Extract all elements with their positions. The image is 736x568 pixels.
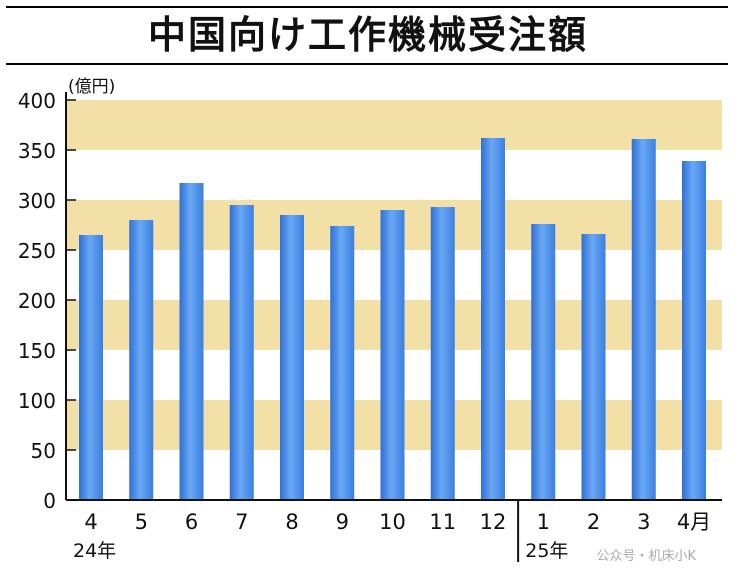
- x-tick-label-5: 9: [336, 510, 349, 534]
- y-tick-label-400: 400: [18, 89, 56, 113]
- x-tick-label-6: 10: [379, 510, 406, 534]
- x-tick-label-4: 8: [285, 510, 298, 534]
- y-tick-label-150: 150: [18, 339, 56, 363]
- bar-8: [481, 138, 505, 500]
- title-rule-top: [6, 6, 728, 8]
- x-tick-label-12: 4月: [677, 510, 711, 534]
- x-tick-labels: 4 5 6 7 8 9 10 11 12 1 2 3 4月: [84, 510, 711, 534]
- x-tick-label-11: 3: [637, 510, 650, 534]
- x-tick-label-2: 6: [185, 510, 198, 534]
- x-tick-label-8: 12: [480, 510, 507, 534]
- bar-10: [581, 234, 606, 500]
- y-tick-label-200: 200: [18, 289, 56, 313]
- bar-2: [179, 183, 204, 500]
- y-tick-label-250: 250: [18, 239, 56, 263]
- bar-12: [682, 161, 706, 500]
- watermark: 公众号・机床小K: [596, 549, 696, 564]
- chart-title: 中国向け工作機械受注額: [147, 13, 588, 57]
- bar-9: [531, 224, 556, 500]
- x-tick-label-1: 5: [135, 510, 148, 534]
- bar-1: [129, 220, 154, 500]
- band-350-400: [66, 100, 722, 150]
- y-tick-label-0: 0: [43, 489, 56, 513]
- bar-11: [631, 139, 656, 500]
- y-tick-label-300: 300: [18, 189, 56, 213]
- y-tick-label-350: 350: [18, 139, 56, 163]
- axes: [65, 92, 722, 562]
- x-tick-label-9: 1: [537, 510, 550, 534]
- y-tick-label-50: 50: [31, 439, 56, 463]
- x-tick-label-10: 2: [587, 510, 600, 534]
- year-labels: 24年 25年: [73, 540, 568, 562]
- year-label-0: 24年: [73, 540, 116, 562]
- x-tick-label-0: 4: [84, 510, 97, 534]
- bar-7: [430, 207, 455, 500]
- x-tick-label-3: 7: [235, 510, 248, 534]
- bars: [79, 138, 706, 500]
- bar-6: [380, 210, 405, 500]
- title-rule-bottom: [6, 63, 728, 65]
- y-unit-label: (億円): [68, 77, 115, 97]
- bar-4: [280, 215, 304, 500]
- y-tick-label-100: 100: [18, 389, 56, 413]
- bar-0: [79, 235, 103, 500]
- y-tick-labels: 0 50 100 150 200 250 300 350 400: [18, 89, 56, 513]
- year-label-1: 25年: [525, 540, 568, 562]
- bar-3: [229, 205, 254, 500]
- bar-5: [330, 226, 355, 500]
- x-tick-label-7: 11: [429, 510, 456, 534]
